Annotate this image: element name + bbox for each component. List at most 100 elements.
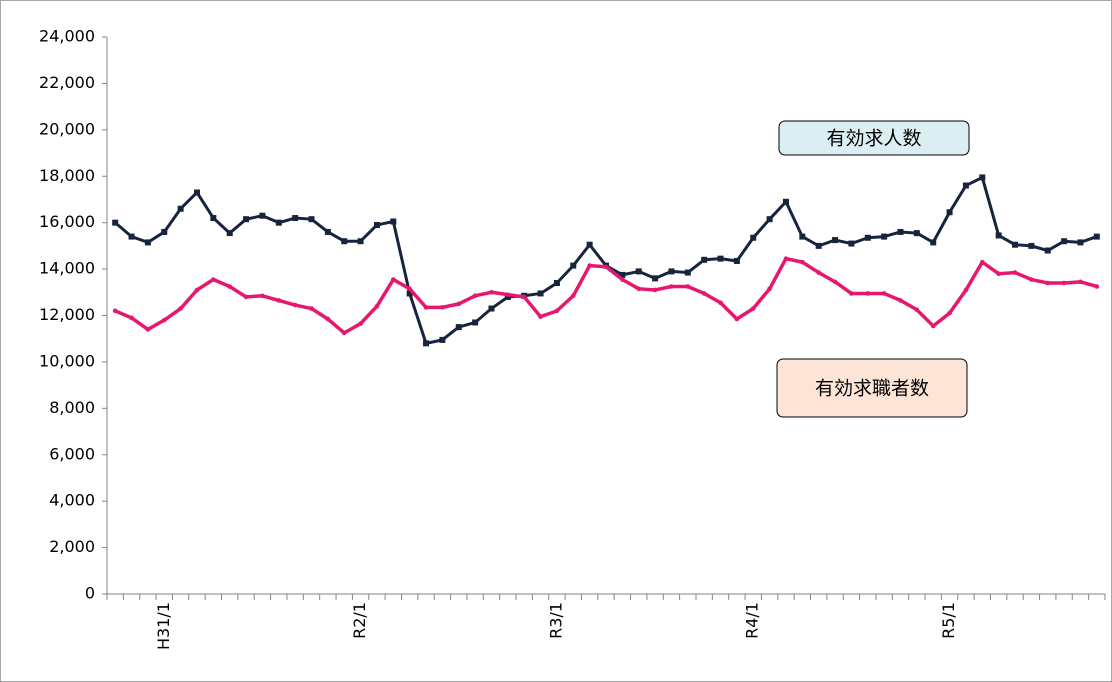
- data-point: [1094, 284, 1100, 289]
- x-tick-label: H31/1: [154, 602, 173, 650]
- data-point: [587, 263, 592, 268]
- y-tick-label: 14,000: [39, 259, 95, 278]
- data-point: [701, 291, 707, 296]
- y-tick-label: 18,000: [39, 166, 95, 185]
- data-point: [701, 256, 708, 263]
- data-point: [423, 305, 429, 310]
- data-point: [309, 306, 314, 311]
- data-point: [489, 289, 494, 295]
- data-point: [243, 294, 249, 300]
- data-point: [603, 264, 609, 270]
- data-point: [1012, 270, 1018, 275]
- data-point: [800, 259, 805, 265]
- data-point: [620, 277, 625, 282]
- data-point: [766, 216, 773, 223]
- data-point: [144, 239, 151, 246]
- callout-box: [776, 358, 968, 418]
- x-tick-label: R4/1: [743, 602, 762, 639]
- data-point: [849, 291, 854, 296]
- data-point: [979, 259, 985, 265]
- data-point: [406, 290, 413, 297]
- data-point: [178, 306, 183, 311]
- data-point: [325, 316, 331, 322]
- data-point: [718, 300, 723, 306]
- data-point: [946, 209, 953, 216]
- y-tick-label: 2,000: [49, 537, 95, 556]
- data-point: [619, 271, 626, 278]
- data-point: [930, 323, 936, 329]
- data-point: [1045, 280, 1051, 286]
- data-point: [995, 232, 1002, 239]
- data-point: [292, 215, 299, 222]
- data-point: [636, 286, 642, 292]
- data-point: [897, 228, 904, 235]
- data-point: [767, 286, 772, 292]
- x-tick-label: R5/1: [939, 602, 958, 639]
- data-point: [374, 303, 380, 309]
- x-tick-label: R2/1: [350, 602, 369, 639]
- data-point: [308, 216, 315, 223]
- data-point: [996, 271, 1001, 277]
- data-point: [570, 293, 576, 299]
- y-tick-label: 4,000: [49, 491, 95, 510]
- data-point: [341, 238, 348, 245]
- data-point: [865, 291, 871, 296]
- data-point: [210, 215, 217, 222]
- data-point: [832, 237, 839, 244]
- data-point: [129, 315, 134, 321]
- data-point: [1078, 279, 1083, 285]
- data-point: [914, 307, 920, 312]
- data-point: [211, 277, 216, 282]
- data-point: [783, 256, 789, 261]
- data-point: [292, 302, 298, 308]
- data-point: [177, 205, 184, 212]
- data-point: [488, 305, 495, 312]
- data-point: [1061, 280, 1067, 286]
- data-point: [962, 182, 969, 189]
- legend-label: 有効求職者数: [815, 378, 929, 400]
- data-point: [1093, 233, 1100, 240]
- data-point: [685, 284, 691, 289]
- data-point: [260, 293, 265, 299]
- data-point: [717, 255, 724, 262]
- y-tick-label: 22,000: [39, 73, 95, 92]
- data-point: [750, 234, 757, 241]
- data-point: [194, 287, 200, 293]
- data-point: [226, 230, 233, 237]
- data-point: [750, 306, 756, 311]
- data-point: [112, 308, 118, 314]
- y-tick-label: 16,000: [39, 212, 95, 231]
- data-point: [913, 230, 920, 237]
- data-point: [864, 234, 871, 241]
- data-point: [1029, 277, 1034, 282]
- data-point: [733, 257, 740, 264]
- data-point: [456, 301, 462, 307]
- legend-callout: 有効求人数: [778, 120, 970, 156]
- data-point: [358, 321, 363, 326]
- data-point: [227, 284, 233, 289]
- data-point: [1028, 242, 1035, 249]
- data-point: [373, 221, 380, 228]
- data-point: [570, 262, 577, 269]
- data-point: [537, 290, 544, 297]
- data-point: [259, 212, 266, 219]
- data-point: [799, 233, 806, 240]
- data-point: [243, 216, 250, 223]
- data-point: [128, 233, 135, 240]
- data-point: [161, 228, 168, 235]
- data-point: [848, 240, 855, 247]
- data-point: [161, 317, 167, 323]
- data-point: [505, 292, 511, 297]
- legend-label: 有効求人数: [826, 128, 921, 150]
- data-point: [668, 268, 675, 275]
- callout-box: [778, 120, 970, 156]
- data-point: [423, 340, 430, 347]
- data-point: [112, 219, 119, 226]
- data-point: [832, 279, 838, 285]
- data-point: [145, 327, 151, 332]
- data-point: [816, 270, 821, 275]
- data-point: [979, 174, 986, 181]
- legend-callout: 有効求職者数: [776, 358, 968, 418]
- y-tick-label: 8,000: [49, 398, 95, 417]
